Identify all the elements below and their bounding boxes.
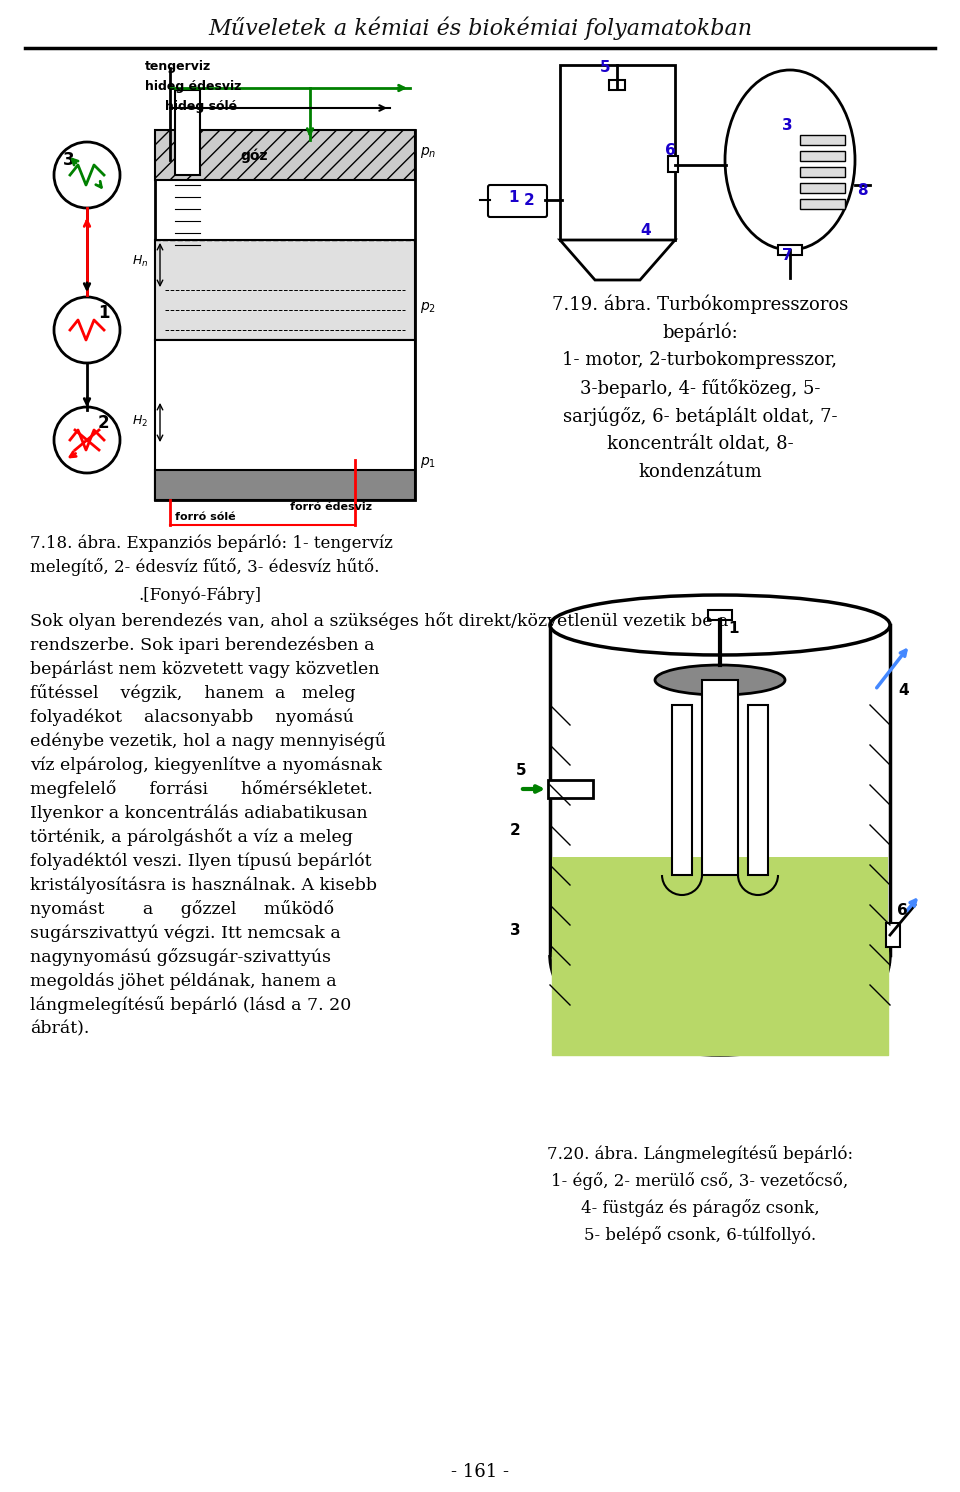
Text: góz: góz [240,149,268,163]
Text: 3: 3 [782,118,793,133]
Text: bepárlást nem közvetett vagy közvetlen: bepárlást nem közvetett vagy közvetlen [30,659,379,677]
Text: 8: 8 [857,184,868,198]
Ellipse shape [550,595,890,655]
Text: 4- füstgáz és páragőz csonk,: 4- füstgáz és páragőz csonk, [581,1200,819,1217]
FancyBboxPatch shape [800,134,845,145]
Text: hideg édesviz: hideg édesviz [145,81,241,93]
Bar [668,157,678,172]
Text: megoldás jöhet példának, hanem a: megoldás jöhet példának, hanem a [30,971,337,989]
Polygon shape [560,240,675,280]
FancyBboxPatch shape [800,198,845,209]
Text: sugárszivattyú végzi. Itt nemcsak a: sugárszivattyú végzi. Itt nemcsak a [30,924,341,941]
Text: 7: 7 [782,248,793,263]
Bar [886,924,900,947]
Text: történik, a párolgáshőt a víz a meleg: történik, a párolgáshőt a víz a meleg [30,828,353,846]
Text: $H_2$: $H_2$ [132,413,148,430]
Text: 2: 2 [510,824,520,839]
Text: nyomást       a     gőzzel     működő: nyomást a gőzzel működő [30,900,334,918]
Text: 5: 5 [516,762,527,777]
Text: $p_2$: $p_2$ [420,300,436,315]
Bar [672,706,692,874]
Text: 5- belépő csonk, 6-túlfollyó.: 5- belépő csonk, 6-túlfollyó. [584,1226,816,1244]
Text: 7.20. ábra. Lángmelegítésű bepárló:: 7.20. ábra. Lángmelegítésű bepárló: [547,1144,853,1162]
Text: Műveletek a kémiai és biokémiai folyamatokban: Műveletek a kémiai és biokémiai folyamat… [208,16,752,40]
Text: 1- motor, 2-turbokompresszor,: 1- motor, 2-turbokompresszor, [563,351,837,369]
Text: 7.19. ábra. Turbókompresszoros: 7.19. ábra. Turbókompresszoros [552,295,848,315]
Text: tengerviz: tengerviz [145,60,211,73]
Text: koncentrált oldat, 8-: koncentrált oldat, 8- [607,436,793,454]
Ellipse shape [655,665,785,695]
Text: edénybe vezetik, hol a nagy mennyiségű: edénybe vezetik, hol a nagy mennyiségű [30,733,386,750]
Text: 3: 3 [510,924,520,938]
Text: 3: 3 [63,151,75,169]
Bar [778,245,802,255]
Bar [155,240,415,340]
Bar [155,130,415,181]
Text: 6: 6 [665,143,676,158]
Bar [155,130,415,500]
Text: kristályosításra is használnak. A kisebb: kristályosításra is használnak. A kisebb [30,876,377,894]
Text: folyadékot    alacsonyabb    nyomású: folyadékot alacsonyabb nyomású [30,709,354,725]
Text: 1- égő, 2- merülő cső, 3- vezetőcső,: 1- égő, 2- merülő cső, 3- vezetőcső, [551,1173,849,1191]
Text: folyadéktól veszi. Ilyen típusú bepárlót: folyadéktól veszi. Ilyen típusú bepárlót [30,852,372,870]
Bar [155,340,415,500]
Text: forró sólé: forró sólé [175,512,235,522]
FancyBboxPatch shape [800,184,845,192]
Text: víz elpárolog, kiegyenlítve a nyomásnak: víz elpárolog, kiegyenlítve a nyomásnak [30,756,382,773]
Bar [155,470,415,500]
Text: hideg sólé: hideg sólé [165,100,237,113]
Text: fűtéssel    végzik,    hanem  a   meleg: fűtéssel végzik, hanem a meleg [30,683,355,703]
Text: $p_n$: $p_n$ [420,145,437,160]
Text: $H_n$: $H_n$ [132,254,148,269]
Text: 3-beparlo, 4- fűtőközeg, 5-: 3-beparlo, 4- fűtőközeg, 5- [580,379,820,398]
Text: Sok olyan berendezés van, ahol a szükséges hőt direkt/közvetlenül vezetik be a: Sok olyan berendezés van, ahol a szükség… [30,612,729,630]
Text: lángmelegítésű bepárló (lásd a 7. 20: lángmelegítésű bepárló (lásd a 7. 20 [30,997,351,1015]
Text: 4: 4 [898,683,908,698]
Text: forró édesviz: forró édesviz [290,501,372,512]
Ellipse shape [725,70,855,251]
Text: 1: 1 [508,189,518,204]
Text: sarjúgőz, 6- betáplált oldat, 7-: sarjúgőz, 6- betáplált oldat, 7- [563,407,837,427]
Text: 1: 1 [98,304,109,322]
Text: ábrát).: ábrát). [30,1021,89,1037]
Text: 4: 4 [640,222,651,239]
FancyBboxPatch shape [800,167,845,178]
Text: nagynyomású gőzsugár-szivattyús: nagynyomású gőzsugár-szivattyús [30,947,331,965]
Bar [609,81,625,90]
Text: Ilyenkor a koncentrálás adiabatikusan: Ilyenkor a koncentrálás adiabatikusan [30,804,368,822]
Text: melegítő, 2- édesvíz fűtő, 3- édesvíz hűtő.: melegítő, 2- édesvíz fűtő, 3- édesvíz hű… [30,558,379,576]
Text: $p_1$: $p_1$ [420,455,436,470]
Text: 1: 1 [728,621,738,636]
Text: 6: 6 [897,903,908,918]
Text: 5: 5 [600,60,611,75]
Text: bepárló:: bepárló: [662,322,738,343]
Text: 7.18. ábra. Expanziós bepárló: 1- tengervíz: 7.18. ábra. Expanziós bepárló: 1- tenger… [30,536,393,552]
FancyBboxPatch shape [488,185,547,216]
Text: 2: 2 [524,192,535,207]
Text: - 161 -: - 161 - [451,1464,509,1482]
Text: .[Fonyó-Fábry]: .[Fonyó-Fábry] [138,586,261,604]
Bar [702,680,738,874]
Bar [175,90,200,175]
Bar [548,780,593,798]
Bar [708,610,732,621]
Text: megfelelő      forrási      hőmérsékletet.: megfelelő forrási hőmérsékletet. [30,780,372,798]
Text: kondenzátum: kondenzátum [638,463,762,480]
Bar [560,66,675,240]
Text: 2: 2 [98,413,109,433]
FancyBboxPatch shape [800,151,845,161]
Bar [552,856,888,1055]
Bar [550,625,890,955]
Bar [748,706,768,874]
Text: rendszerbe. Sok ipari berendezésben a: rendszerbe. Sok ipari berendezésben a [30,636,374,653]
